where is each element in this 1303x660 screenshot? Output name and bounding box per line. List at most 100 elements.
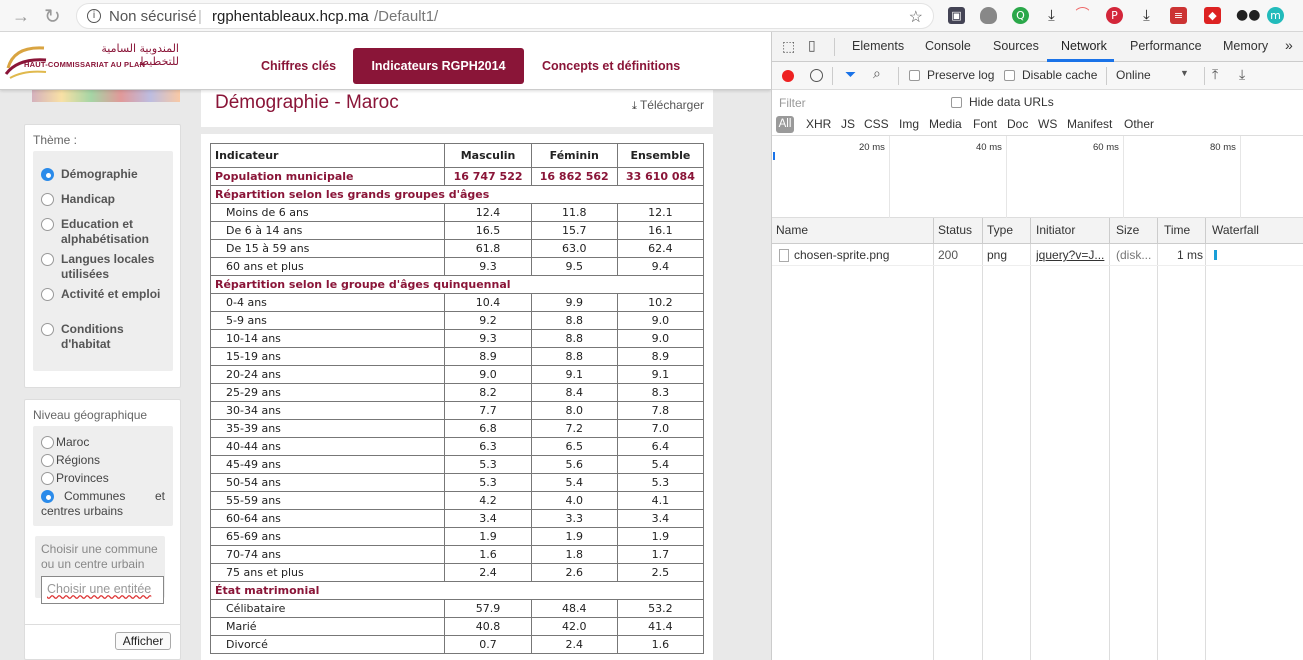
column-header-type[interactable]: Type <box>987 223 1014 237</box>
value-cell: 3.4 <box>444 509 532 528</box>
profile-avatar-icon[interactable]: m <box>1267 7 1284 24</box>
value-cell: 6.4 <box>616 437 705 456</box>
value-cell: 2.5 <box>616 563 705 582</box>
tab-sources[interactable]: Sources <box>993 39 1039 53</box>
content-title-bar: Démographie - Maroc ⤓ Télécharger <box>201 87 713 127</box>
device-toolbar-icon[interactable]: ▯ <box>808 37 816 53</box>
site-header: المندوبية السامية للتخطيط HAUT-COMMISSAR… <box>0 32 771 90</box>
url-host: rgphentableaux.hcp.ma <box>212 8 369 25</box>
type-filter-xhr[interactable]: XHR <box>806 117 832 131</box>
tab-elements[interactable]: Elements <box>852 39 905 53</box>
network-timeline-overview[interactable]: 20 ms 40 ms 60 ms 80 ms <box>772 136 1303 218</box>
commune-select-input[interactable]: Choisir une entitée <box>41 576 164 604</box>
tab-memory[interactable]: Memory <box>1223 39 1269 53</box>
todo-extension-icon[interactable]: ≡ <box>1170 7 1187 24</box>
shield-extension-icon[interactable] <box>980 7 997 24</box>
request-row[interactable]: chosen-sprite.png 200 png jquery?v=J... … <box>772 244 1303 266</box>
column-header-name[interactable]: Name <box>776 223 809 237</box>
nav-concepts-definitions[interactable]: Concepts et définitions <box>542 59 681 73</box>
theme-label: Thème : <box>33 133 78 147</box>
indicator-cell: 60-64 ans <box>209 509 446 528</box>
request-name[interactable]: chosen-sprite.png <box>794 248 890 262</box>
column-header-size[interactable]: Size <box>1116 223 1140 237</box>
filter-icon[interactable]: ⏷ <box>845 67 857 83</box>
reload-icon[interactable]: ↻ <box>44 6 61 28</box>
type-filter-manifest[interactable]: Manifest <box>1067 117 1113 131</box>
type-filter-doc[interactable]: Doc <box>1007 117 1029 131</box>
forward-icon[interactable]: → <box>12 6 30 26</box>
radio-icon[interactable] <box>41 490 54 503</box>
radio-icon[interactable] <box>41 288 54 301</box>
export-har-icon[interactable]: ⤓ <box>1239 66 1246 82</box>
column-header-initiator[interactable]: Initiator <box>1036 223 1076 237</box>
column-header-time[interactable]: Time <box>1164 223 1191 237</box>
radio-icon[interactable] <box>41 454 54 467</box>
hcp-logo[interactable]: المندوبية السامية للتخطيط HAUT-COMMISSAR… <box>4 38 179 88</box>
more-tabs-icon[interactable]: » <box>1285 37 1293 53</box>
info-icon[interactable]: i <box>87 9 101 23</box>
request-initiator-link[interactable]: jquery?v=J... <box>1036 248 1105 262</box>
table-row: Marié 40.8 42.0 41.4 <box>209 617 705 636</box>
throttle-select[interactable]: Online ▼ <box>1116 66 1198 86</box>
radio-icon[interactable] <box>41 436 54 449</box>
timeline-label: 20 ms <box>859 142 885 153</box>
type-filter-font[interactable]: Font <box>973 117 998 131</box>
value-cell: 4.1 <box>616 491 705 510</box>
type-filter-media[interactable]: Media <box>929 117 962 131</box>
bookmark-star-icon[interactable]: ☆ <box>908 9 923 26</box>
hide-data-urls-checkbox[interactable] <box>951 97 962 108</box>
request-time: 1 ms <box>1177 248 1204 262</box>
record-icon[interactable] <box>782 70 794 82</box>
download-icon[interactable]: ⤓ <box>1048 6 1055 24</box>
search-icon[interactable]: ⌕ <box>873 66 881 82</box>
search-extension-icon[interactable]: Q <box>1012 7 1029 24</box>
value-cell: 16.1 <box>616 221 705 240</box>
nav-chiffres-cles[interactable]: Chiffres clés <box>261 59 337 73</box>
extension-red-icon[interactable]: ◆ <box>1204 7 1221 24</box>
download-icon-2[interactable]: ⤓ <box>1143 6 1150 24</box>
filter-input[interactable]: Filter <box>779 96 806 110</box>
type-filter-js[interactable]: JS <box>841 117 856 131</box>
preserve-log-checkbox[interactable] <box>909 70 920 81</box>
disable-cache-checkbox[interactable] <box>1004 70 1015 81</box>
radio-icon[interactable] <box>41 193 54 206</box>
type-filter-all[interactable]: All <box>776 116 794 133</box>
value-cell: 9.9 <box>530 293 618 312</box>
type-filter-ws[interactable]: WS <box>1038 117 1058 131</box>
value-cell: 1.9 <box>530 527 618 546</box>
radio-icon[interactable] <box>41 323 54 336</box>
value-cell: 41.4 <box>616 617 705 636</box>
value-cell: 6.5 <box>530 437 618 456</box>
address-bar[interactable]: i Non sécurisé | rgphentableaux.hcp.ma /… <box>76 3 934 29</box>
indicator-cell: 70-74 ans <box>209 545 446 564</box>
url-path: /Default1/ <box>374 8 439 25</box>
rainbow-extension-icon[interactable]: ⌒ <box>1075 7 1090 23</box>
radio-icon[interactable] <box>41 218 54 231</box>
type-filter-img[interactable]: Img <box>899 117 920 131</box>
value-cell: 2.4 <box>444 563 532 582</box>
radio-icon[interactable] <box>41 253 54 266</box>
download-link[interactable]: ⤓ Télécharger <box>632 98 704 113</box>
clear-icon[interactable] <box>810 69 823 82</box>
extension-icon[interactable]: ▣ <box>948 7 965 24</box>
column-header-status[interactable]: Status <box>938 223 973 237</box>
afficher-button[interactable]: Afficher <box>115 632 171 650</box>
theme-panel: Thème : Démographie Handicap Education e… <box>24 124 181 388</box>
people-icon[interactable]: ●● <box>1236 7 1261 23</box>
import-har-icon[interactable]: ⤒ <box>1212 66 1219 82</box>
column-header-waterfall[interactable]: Waterfall <box>1212 223 1259 237</box>
radio-icon[interactable] <box>41 472 54 485</box>
type-filter-css[interactable]: CSS <box>864 117 889 131</box>
pinterest-icon[interactable]: P <box>1106 7 1123 24</box>
tab-console[interactable]: Console <box>925 39 971 53</box>
nav-indicateurs-rgph2014[interactable]: Indicateurs RGPH2014 <box>353 48 524 84</box>
radio-icon[interactable] <box>41 168 54 181</box>
value-cell: 10.2 <box>616 293 705 312</box>
indicator-cell: Divorcé <box>209 635 446 654</box>
type-filter-other[interactable]: Other <box>1124 117 1155 131</box>
inspect-element-icon[interactable]: ⬚ <box>782 38 796 54</box>
table-row: 40-44 ans 6.3 6.5 6.4 <box>209 437 705 456</box>
tab-network[interactable]: Network <box>1061 39 1107 53</box>
value-cell: 16 862 562 <box>530 167 618 186</box>
tab-performance[interactable]: Performance <box>1130 39 1202 53</box>
